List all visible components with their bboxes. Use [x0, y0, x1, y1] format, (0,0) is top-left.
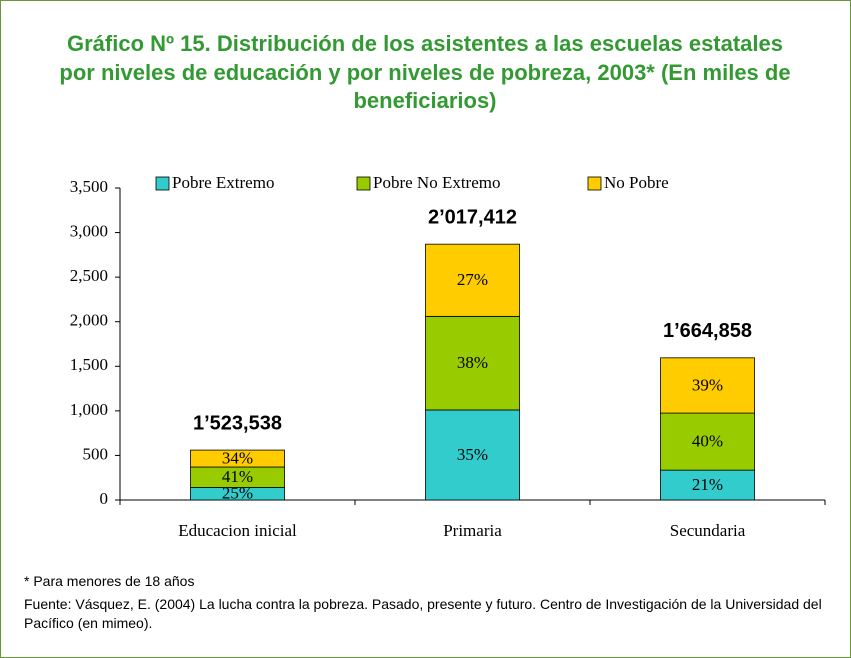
total-label: 1’523,538 — [193, 412, 282, 434]
share-label: 34% — [222, 448, 253, 467]
y-tick-label: 2,000 — [70, 311, 108, 330]
share-label: 25% — [222, 484, 253, 503]
y-tick-label: 3,500 — [70, 177, 108, 196]
chart-title: Gráfico Nº 15. Distribución de los asist… — [59, 31, 791, 114]
total-label: 1’664,858 — [663, 320, 752, 342]
share-label: 21% — [692, 475, 723, 494]
y-tick-label: 0 — [100, 489, 109, 508]
bar-segment — [425, 315, 520, 411]
y-tick-label: 1,000 — [70, 400, 108, 419]
share-label: 27% — [457, 270, 488, 289]
x-tick-label: Secundaria — [670, 521, 746, 540]
bar-segment — [190, 449, 285, 468]
total-label: 2’017,412 — [428, 206, 517, 228]
legend-label: No Pobre — [604, 173, 669, 192]
y-tick-label: 3,000 — [70, 221, 108, 240]
share-label: 41% — [222, 467, 253, 486]
bar-segment — [425, 243, 520, 317]
x-tick-label: Educacion inicial — [178, 521, 297, 540]
y-tick-label: 1,500 — [70, 355, 108, 374]
legend-label: Pobre Extremo — [172, 173, 274, 192]
note: * Para menores de 18 años — [24, 573, 195, 589]
bar-segment — [660, 357, 755, 414]
chart: 0 500 1,000 1,500 2,000 2,500 3,000 3,500 Educac… — [70, 173, 826, 540]
bar-segment — [660, 469, 755, 501]
note: Fuente: Vásquez, E. (2004) La lucha cont… — [24, 595, 822, 631]
share-label: 35% — [457, 445, 488, 464]
share-label: 39% — [692, 375, 723, 394]
notes: * Para menores de 18 años Fuente: Vásque… — [24, 572, 824, 637]
legend-swatch — [356, 176, 371, 191]
x-tick-label: Primaria — [443, 521, 502, 540]
y-tick-label: 2,500 — [70, 266, 108, 285]
y-tick-label: 500 — [83, 444, 109, 463]
legend-swatch — [587, 176, 602, 191]
share-label: 40% — [692, 432, 723, 451]
share-label: 38% — [457, 353, 488, 372]
legend-swatch — [155, 176, 170, 191]
legend-label: Pobre No Extremo — [373, 173, 500, 192]
